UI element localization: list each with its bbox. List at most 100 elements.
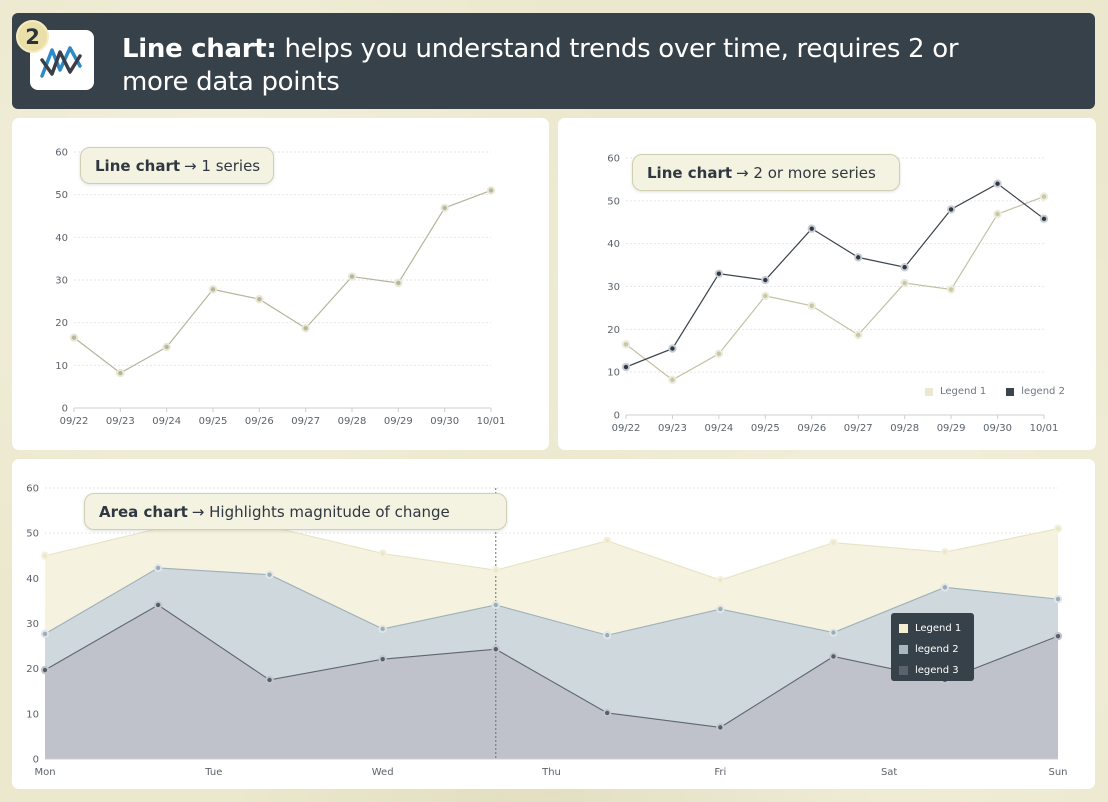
legend-item[interactable]: Legend 1 <box>925 386 986 397</box>
x-tick-label: 10/01 <box>1030 423 1059 434</box>
data-point <box>116 368 125 378</box>
series-line <box>625 182 1045 368</box>
y-tick-label: 0 <box>62 404 68 415</box>
data-point <box>603 708 612 718</box>
series-line <box>625 195 1045 381</box>
data-point <box>946 285 956 294</box>
data-point <box>40 665 50 675</box>
line-chart-card: 0 10 20 30 40 50 60 09/22 09/23 09/24 09/25 09/26 09… <box>12 118 549 450</box>
data-point <box>668 375 677 385</box>
x-tick-label: 10/01 <box>477 416 506 427</box>
x-tick-label: 09/26 <box>245 416 274 427</box>
data-point <box>265 570 274 579</box>
data-point <box>153 563 163 573</box>
area-fill <box>45 604 1058 759</box>
x-tick-label: 09/28 <box>338 416 367 427</box>
multi-line-chart-card: 0 10 20 30 40 50 60 09/22 09/23 09/24 09/25 09/26 09… <box>558 118 1096 450</box>
x-tick-label: 09/24 <box>152 416 181 427</box>
x-tick-label: 09/27 <box>844 423 873 434</box>
x-tick-label: Mon <box>34 767 55 778</box>
legend-item[interactable]: legend 2 <box>1006 386 1065 397</box>
y-tick-label: 10 <box>55 361 68 372</box>
data-point <box>1039 214 1049 224</box>
data-point <box>486 186 496 195</box>
data-point <box>378 624 387 634</box>
y-tick-label: 60 <box>26 484 39 495</box>
x-tick-label: Wed <box>372 767 394 778</box>
x-tick-label: 09/23 <box>658 423 687 434</box>
x-tick-label: Sat <box>881 767 897 778</box>
x-tick-label: 09/29 <box>937 423 966 434</box>
tooltip-item: Legend 1 <box>899 618 974 639</box>
data-point <box>1053 524 1063 533</box>
data-point <box>603 631 612 640</box>
y-tick-label: 40 <box>26 574 39 585</box>
x-tick-label: 09/25 <box>751 423 780 434</box>
data-point <box>491 645 500 654</box>
x-tick-label: 09/26 <box>797 423 826 434</box>
data-point <box>807 224 816 233</box>
data-point <box>993 179 1002 188</box>
data-point <box>900 278 909 288</box>
data-point <box>807 301 816 310</box>
data-point <box>162 342 171 352</box>
data-point <box>265 675 274 685</box>
series-line <box>73 189 492 374</box>
y-tick-label: 50 <box>607 196 620 207</box>
y-tick-label: 10 <box>26 709 39 720</box>
x-tick-label: Thu <box>541 767 561 778</box>
data-point <box>829 652 838 661</box>
data-point <box>1053 594 1063 604</box>
x-tick-label: Fri <box>714 767 726 778</box>
data-point <box>854 330 863 340</box>
tooltip-item: legend 2 <box>899 639 974 660</box>
y-tick-label: 40 <box>607 239 620 250</box>
data-point <box>716 723 725 732</box>
data-point <box>378 654 387 664</box>
y-tick-label: 0 <box>614 411 620 422</box>
data-point <box>668 344 677 353</box>
y-tick-label: 30 <box>607 282 620 293</box>
series-line <box>44 604 1059 728</box>
data-point <box>153 600 163 610</box>
data-point <box>829 628 838 637</box>
data-point <box>69 333 79 342</box>
data-point <box>491 600 500 610</box>
y-tick-label: 30 <box>26 619 39 630</box>
y-tick-label: 60 <box>55 148 68 159</box>
data-point <box>378 549 387 558</box>
data-point <box>993 209 1002 219</box>
data-point <box>40 551 50 560</box>
x-tick-label: 09/30 <box>430 416 459 427</box>
x-tick-label: 09/23 <box>106 416 135 427</box>
tooltip-swatch <box>899 645 908 654</box>
legend-swatch <box>925 387 933 396</box>
y-tick-label: 40 <box>55 233 68 244</box>
data-point <box>491 566 500 575</box>
y-tick-label: 20 <box>26 664 39 675</box>
data-point <box>761 275 770 285</box>
area-chart: 0 10 20 30 40 50 60 Mon Tue Wed Thu Fri Sat Sun <box>26 484 1067 779</box>
x-tick-label: Tue <box>204 767 222 778</box>
y-tick-label: 20 <box>55 318 68 329</box>
tooltip-label: legend 2 <box>915 644 959 655</box>
data-point <box>1039 192 1049 201</box>
tooltip-label: legend 3 <box>915 665 959 676</box>
tooltip-item: legend 3 <box>899 660 974 681</box>
data-point <box>208 285 218 294</box>
single-series-line-chart: 0 10 20 30 40 50 60 09/22 09/23 09/24 09/25 09/26 09… <box>55 148 506 428</box>
chart-label-pill: Line chart → 2 or more series <box>632 154 900 191</box>
x-tick-label: 09/24 <box>704 423 733 434</box>
tooltip-swatch <box>899 666 908 675</box>
data-point <box>40 629 50 639</box>
y-tick-label: 20 <box>607 325 620 336</box>
data-point <box>854 253 863 262</box>
chart-label-pill: Line chart → 1 series <box>80 147 274 184</box>
data-point <box>621 340 631 349</box>
x-tick-label: 09/30 <box>983 423 1012 434</box>
x-tick-label: 09/22 <box>60 416 89 427</box>
legend-label: Legend 1 <box>940 386 987 397</box>
legend-swatch <box>1006 387 1015 396</box>
chart-tooltip: Legend 1 legend 2 legend 3 <box>891 613 974 681</box>
x-tick-label: Sun <box>1048 767 1067 778</box>
